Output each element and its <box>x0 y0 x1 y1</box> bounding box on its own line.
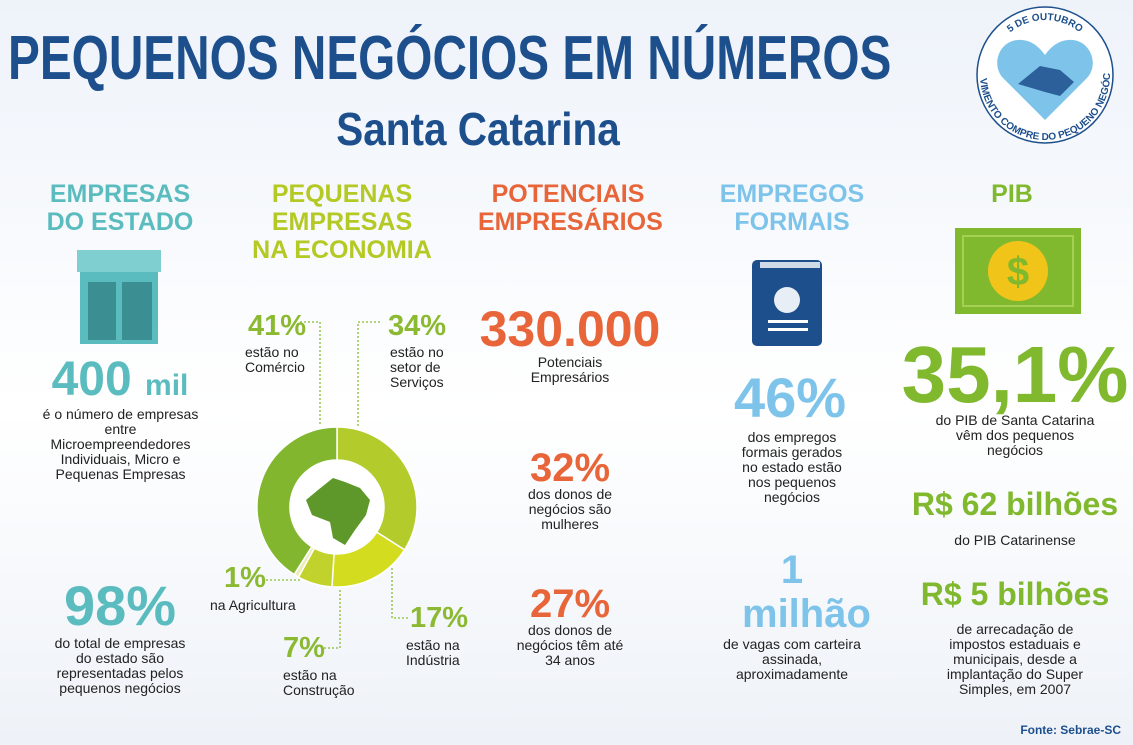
subtitle: Santa Catarina <box>336 103 620 155</box>
stat-value: 1 milhão <box>742 548 871 636</box>
segment-label: 34% <box>388 310 447 342</box>
heading: PEQUENAS EMPRESAS NA ECONOMIA <box>252 180 432 264</box>
heading: PIB <box>991 180 1033 208</box>
card-line <box>768 320 808 323</box>
stat-unit: mil <box>145 369 189 402</box>
store-awning <box>77 250 161 272</box>
stat-value: 35,1% <box>901 330 1129 419</box>
stat-text: dos donos de negócios são mulheres <box>527 486 613 532</box>
source: Fonte: Sebrae-SC <box>1020 723 1121 737</box>
heading: EMPREGOS FORMAIS <box>719 180 865 236</box>
brazil-map <box>306 478 370 545</box>
bill-sign: $ <box>1007 250 1029 294</box>
stat-value: 98% <box>63 574 177 637</box>
segment-label: 41% <box>248 310 307 342</box>
segment-text: estão na Construção <box>283 667 355 698</box>
segment-label: 17% <box>410 602 469 634</box>
card-line <box>768 328 808 331</box>
stat-text: de vagas com carteira assinada, aproxima… <box>723 636 861 682</box>
segment-text: na Agricultura <box>210 597 296 613</box>
stat-text: do PIB Catarinense <box>954 532 1076 548</box>
stat-value: 46% <box>733 366 847 429</box>
badge-hands <box>1018 66 1074 96</box>
store-door <box>88 282 116 340</box>
stat-text: é o número de empresas entre Microempree… <box>42 406 199 482</box>
leader <box>300 321 321 425</box>
segment-text: estão no Comércio <box>245 344 305 375</box>
segment-label: 7% <box>283 632 325 664</box>
heading: EMPRESAS DO ESTADO <box>46 180 194 236</box>
stat-value: 330.000 <box>479 301 661 357</box>
store-window <box>122 282 152 340</box>
donut <box>256 426 418 588</box>
bill-coin <box>988 241 1048 301</box>
stat-text: dos donos de negócios têm até 34 anos <box>516 622 624 668</box>
stat-value: R$ 5 bilhões <box>920 576 1110 612</box>
segment-label: 1% <box>224 562 266 594</box>
stat-value: 27% <box>529 582 611 626</box>
leader <box>322 590 341 649</box>
title: PEQUENOS NEGÓCIOS EM NÚMEROS <box>8 24 892 93</box>
stat-value: 32% <box>529 446 611 490</box>
segment-text: estão na Indústria <box>406 637 460 668</box>
card-emblem <box>774 287 800 313</box>
stat-text: Potenciais Empresários <box>530 354 610 385</box>
stat-text: do total de empresas do estado são repre… <box>54 635 186 696</box>
stat-text: dos empregos formais gerados no estado e… <box>741 429 843 505</box>
stat-number: 400 <box>51 353 132 406</box>
segment-text: estão no setor de Serviços <box>390 344 444 390</box>
bill-border <box>962 235 1074 307</box>
heading: POTENCIAIS EMPRESÁRIOS <box>478 180 663 236</box>
stat-value: R$ 62 bilhões <box>911 486 1119 522</box>
stat-text: de arrecadação de impostos estaduais e m… <box>946 621 1084 697</box>
leader <box>357 321 380 428</box>
stat-value: 400 mil <box>20 356 220 404</box>
card-pages <box>760 262 820 268</box>
stat-text: do PIB de Santa Catarina vêm dos pequeno… <box>935 412 1095 458</box>
leader <box>391 568 408 619</box>
